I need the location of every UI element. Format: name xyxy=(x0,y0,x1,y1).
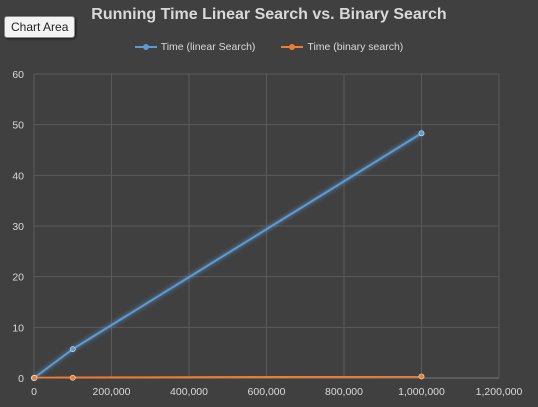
data-point-linear-search[interactable] xyxy=(418,130,425,137)
data-point-binary-search[interactable] xyxy=(31,375,38,381)
y-tick-label: 10 xyxy=(12,322,24,334)
legend-label-binary-search: Time (binary search) xyxy=(307,41,404,53)
data-point-binary-search[interactable] xyxy=(418,373,425,380)
y-tick-label: 0 xyxy=(18,373,24,385)
x-tick-label: 1,000,000 xyxy=(398,386,445,398)
data-point-binary-search[interactable] xyxy=(69,374,76,381)
series-line-linear-search[interactable] xyxy=(33,132,423,379)
axes: 0 10 20 30 40 50 60 0 200,000 400,000 600,000 800,0… xyxy=(12,69,522,398)
data-point-linear-search[interactable] xyxy=(69,346,76,353)
legend-entry-linear-search[interactable]: Time (linear Search) xyxy=(134,41,256,53)
legend-swatch-binary-search xyxy=(281,44,304,50)
legend-swatch-linear-search xyxy=(134,44,157,50)
series-layer[interactable] xyxy=(31,130,425,381)
legend-label-linear-search: Time (linear Search) xyxy=(160,41,256,53)
chart-title[interactable]: Running Time Linear Search vs. Binary Se… xyxy=(91,6,447,23)
x-tick-label: 400,000 xyxy=(170,386,208,398)
y-tick-label: 50 xyxy=(12,120,24,132)
chart-area-tooltip: Chart Area xyxy=(4,16,76,38)
gridlines xyxy=(34,73,500,378)
legend[interactable]: Time (linear Search) Time (binary search… xyxy=(0,41,538,53)
legend-entry-binary-search[interactable]: Time (binary search) xyxy=(281,41,403,53)
y-tick-label: 20 xyxy=(12,272,24,284)
y-tick-label: 40 xyxy=(12,170,24,182)
x-tick-label: 200,000 xyxy=(93,386,131,398)
y-tick-label: 30 xyxy=(12,221,24,233)
y-tick-label: 60 xyxy=(12,69,24,81)
x-tick-label: 0 xyxy=(31,386,37,398)
x-tick-label: 600,000 xyxy=(248,386,286,398)
x-tick-label: 800,000 xyxy=(325,386,363,398)
x-tick-label: 1,200,000 xyxy=(476,386,523,398)
